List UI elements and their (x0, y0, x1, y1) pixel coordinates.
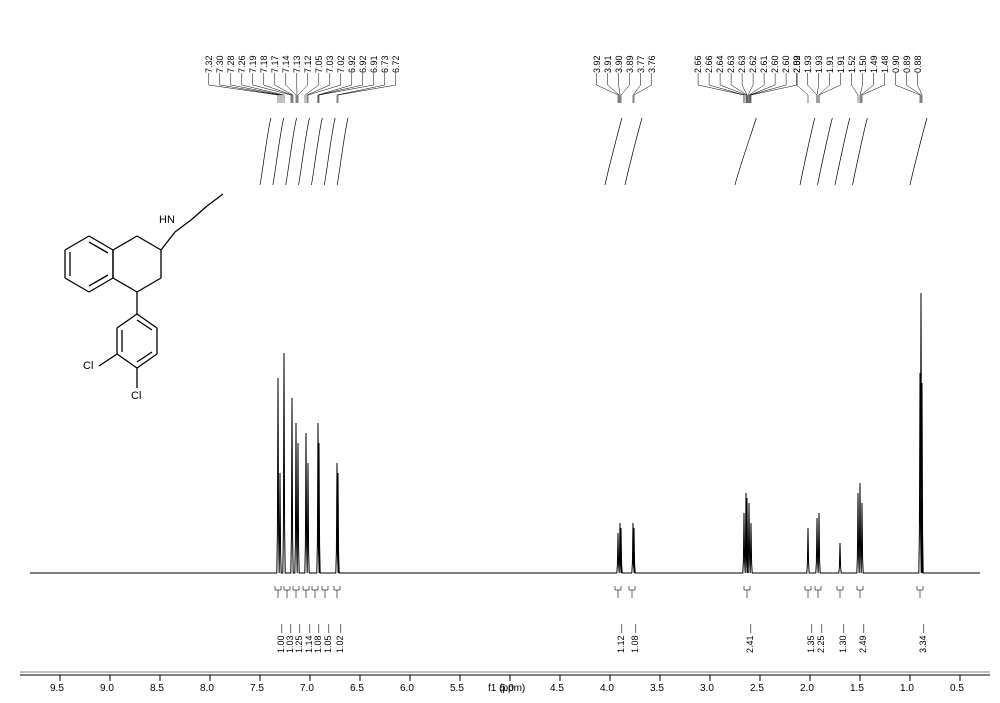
spectrum-trace (30, 293, 980, 573)
integral-value-label: 2.25 — (816, 624, 826, 653)
axis-tick-label: 8.0 (200, 683, 214, 694)
integral-curve (299, 118, 310, 185)
peak-ppm-label: 0.90 (891, 55, 901, 73)
peak-ppm-label: 7.30 (215, 55, 225, 73)
peak-ppm-label: 6.72 (391, 55, 401, 73)
peak-ppm-label: 0.88 (913, 55, 923, 73)
axis-tick-label: 7.0 (300, 683, 314, 694)
integral-value-label: 1.25 — (294, 624, 304, 653)
peak-ppm-label: 3.77 (636, 55, 646, 73)
chemical-structure (65, 194, 223, 388)
integral-curve (625, 118, 642, 185)
integral-value-label: 1.08 — (313, 624, 323, 653)
peak-ppm-label: 7.03 (325, 55, 335, 73)
peak-ppm-label: 7.18 (259, 55, 269, 73)
peak-ppm-label: 2.66 (704, 55, 714, 73)
peak-ppm-label: 7.13 (292, 55, 302, 73)
peak-ppm-label: 2.66 (693, 55, 703, 73)
peak-ppm-label: 2.61 (759, 55, 769, 73)
peak-ppm-label: 7.28 (226, 55, 236, 73)
integral-curve (337, 118, 348, 185)
peak-ppm-label: 1.52 (847, 55, 857, 73)
peak-ppm-label: 7.32 (204, 55, 214, 73)
axis-tick-label: 9.5 (50, 683, 64, 694)
integral-value-label: 1.30 — (838, 624, 848, 653)
peak-ppm-label: 2.63 (737, 55, 747, 73)
peak-ppm-label: 2.62 (748, 55, 758, 73)
axis-label: f1 (ppm) (488, 683, 525, 694)
axis-tick-label: 6.5 (350, 683, 364, 694)
nmr-spectrum (0, 0, 1000, 703)
peak-ppm-label: 6.92 (358, 55, 368, 73)
peak-ppm-label: 0.89 (902, 55, 912, 73)
integral-curve (835, 118, 850, 185)
peak-ppm-label: 1.49 (869, 55, 879, 73)
peak-ppm-label: 7.02 (336, 55, 346, 73)
axis-tick-label: 7.5 (250, 683, 264, 694)
integral-curve (324, 118, 335, 185)
integral-value-label: 3.34 — (918, 624, 928, 653)
integral-curve (605, 118, 622, 185)
integral-curve (735, 118, 756, 185)
peak-ppm-label: 7.14 (281, 55, 291, 73)
integral-curve (273, 118, 284, 185)
integral-curve (286, 118, 297, 185)
peak-ppm-label: 6.92 (347, 55, 357, 73)
peak-ppm-label: 6.91 (369, 55, 379, 73)
integral-value-label: 2.41 — (745, 624, 755, 653)
peak-ppm-label: 2.60 (770, 55, 780, 73)
integral-value-label: 2.49 — (858, 624, 868, 653)
axis-tick-label: 6.0 (400, 683, 414, 694)
peak-ppm-label: 7.05 (314, 55, 324, 73)
peak-ppm-label: 2.64 (715, 55, 725, 73)
peak-ppm-label: 2.02 (792, 55, 802, 73)
axis-tick-label: 4.0 (600, 683, 614, 694)
axis-tick-label: 4.5 (550, 683, 564, 694)
axis-tick-label: 2.0 (800, 683, 814, 694)
axis-tick-label: 0.5 (950, 683, 964, 694)
integral-curve (260, 118, 271, 185)
peak-ppm-label: 1.50 (858, 55, 868, 73)
axis-tick-label: 2.5 (750, 683, 764, 694)
peak-ppm-label: 3.76 (647, 55, 657, 73)
integral-value-label: 1.12 — (616, 624, 626, 653)
integral-value-label: 1.02 — (335, 624, 345, 653)
peak-ppm-label: 7.26 (237, 55, 247, 73)
axis-tick-label: 8.5 (150, 683, 164, 694)
peak-ppm-label: 7.19 (248, 55, 258, 73)
integral-curve (853, 118, 868, 185)
peak-ppm-label: 1.91 (836, 55, 846, 73)
peak-ppm-label: 2.63 (726, 55, 736, 73)
peak-ppm-label: 1.93 (803, 55, 813, 73)
peak-ppm-label: 3.89 (625, 55, 635, 73)
axis-tick-label: 3.5 (650, 683, 664, 694)
peak-ppm-label: 3.90 (614, 55, 624, 73)
integral-value-label: 1.35 — (806, 624, 816, 653)
peak-ppm-label: 1.48 (880, 55, 890, 73)
peak-ppm-label: 3.91 (603, 55, 613, 73)
integral-curve (910, 118, 927, 185)
peak-ppm-label: 1.93 (814, 55, 824, 73)
integral-curve (818, 118, 833, 185)
axis-tick-label: 1.0 (900, 683, 914, 694)
integral-value-label: 1.08 — (630, 624, 640, 653)
peak-ppm-label: 1.91 (825, 55, 835, 73)
integral-curve (800, 118, 815, 185)
axis-tick-label: 1.5 (850, 683, 864, 694)
axis-tick-label: 5.5 (450, 683, 464, 694)
peak-ppm-label: 7.12 (303, 55, 313, 73)
peak-ppm-label: 2.60 (781, 55, 791, 73)
axis-tick-label: 9.0 (100, 683, 114, 694)
peak-ppm-label: 6.73 (380, 55, 390, 73)
peak-ppm-label: 7.17 (270, 55, 280, 73)
axis-tick-label: 3.0 (700, 683, 714, 694)
integral-value-label: 1.05 — (323, 624, 333, 653)
integral-curve (311, 118, 322, 185)
peak-ppm-label: 3.92 (592, 55, 602, 73)
